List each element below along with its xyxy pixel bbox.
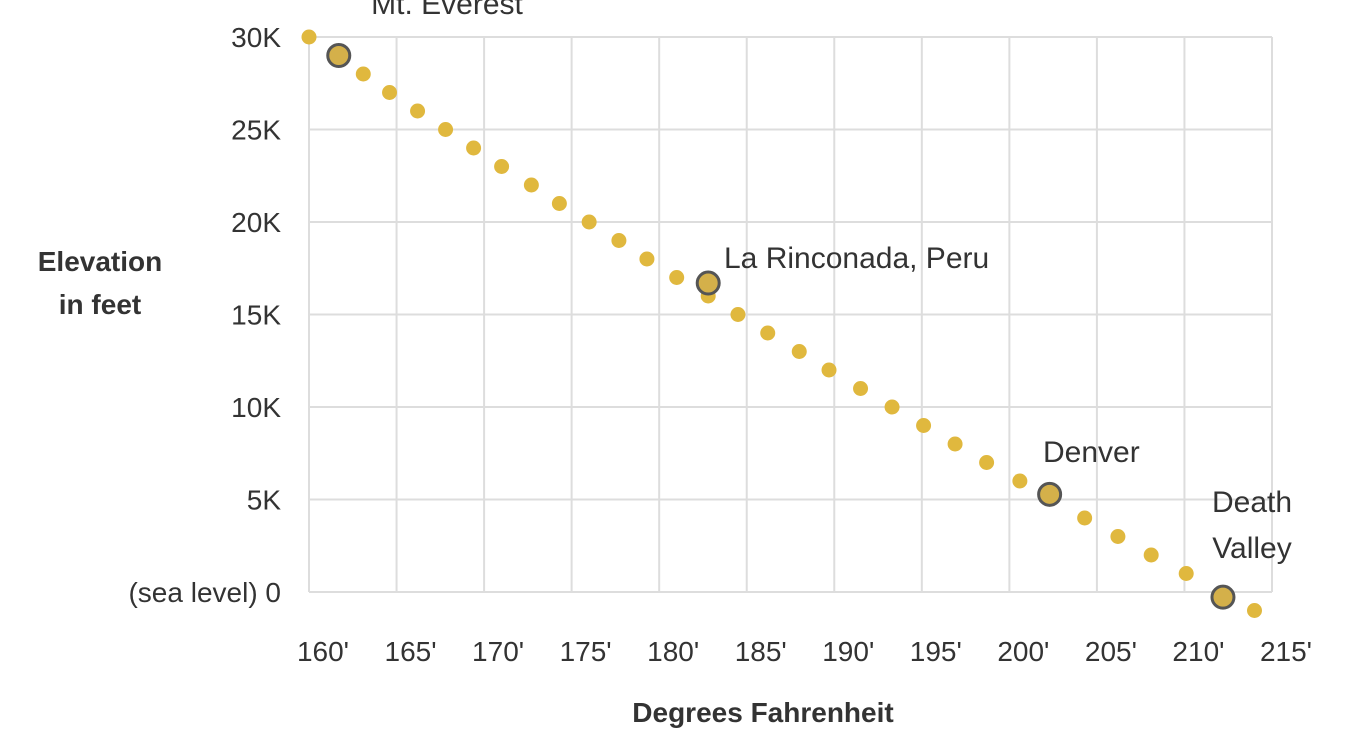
x-tick-label: 205' bbox=[1085, 636, 1137, 667]
y-tick-label: 25K bbox=[231, 115, 281, 146]
data-point bbox=[494, 159, 510, 174]
y-tick-label: 5K bbox=[247, 485, 282, 516]
data-point bbox=[979, 455, 995, 470]
grid-lines bbox=[308, 36, 1273, 593]
highlight-point bbox=[1210, 584, 1236, 610]
data-point bbox=[947, 436, 963, 452]
y-tick-label: 30K bbox=[231, 22, 281, 53]
highlight-point bbox=[695, 270, 721, 296]
y-tick-label: 10K bbox=[231, 392, 281, 423]
data-point bbox=[438, 122, 454, 137]
data-point bbox=[1178, 566, 1194, 581]
data-point bbox=[639, 251, 655, 267]
x-tick-label: 210' bbox=[1172, 636, 1224, 667]
data-point bbox=[821, 362, 837, 378]
x-tick-label: 160' bbox=[297, 636, 349, 667]
point-annotation: La Rinconada, Peru bbox=[724, 242, 989, 275]
data-point bbox=[884, 399, 900, 415]
point-annotation: Mt. Everest bbox=[371, 0, 523, 21]
data-point bbox=[581, 214, 597, 230]
x-tick-label: 165' bbox=[385, 636, 437, 667]
highlighted-points bbox=[326, 43, 1236, 610]
x-tick-label: 170' bbox=[472, 636, 524, 667]
data-point bbox=[551, 196, 567, 211]
x-tick-label: 175' bbox=[560, 636, 612, 667]
y-axis-title-line-2: in feet bbox=[59, 289, 141, 320]
point-annotation: Death bbox=[1212, 486, 1292, 519]
data-point bbox=[355, 66, 371, 82]
data-point bbox=[1012, 473, 1028, 489]
y-tick-label: 15K bbox=[231, 300, 281, 331]
data-point bbox=[410, 103, 426, 119]
y-tick-label: 20K bbox=[231, 207, 281, 238]
point-annotation: Denver bbox=[1043, 436, 1140, 469]
data-point bbox=[382, 85, 398, 100]
data-point bbox=[853, 381, 869, 396]
data-points bbox=[301, 29, 1262, 618]
data-point bbox=[1143, 547, 1159, 563]
data-point bbox=[1077, 510, 1093, 526]
x-tick-label: 200' bbox=[997, 636, 1049, 667]
x-tick-label: 180' bbox=[647, 636, 699, 667]
data-point bbox=[611, 233, 627, 248]
data-point bbox=[791, 344, 807, 359]
highlight-point bbox=[326, 43, 352, 68]
x-axis-ticks: 160' 165' 170' 175' 180' 185' 190' 195' 200' 205'… bbox=[297, 636, 1312, 667]
x-tick-label: 215' bbox=[1260, 636, 1312, 667]
data-point bbox=[466, 140, 482, 156]
highlight-point bbox=[1037, 481, 1063, 507]
y-axis-title-line-1: Elevation bbox=[38, 246, 162, 277]
point-annotation: Valley bbox=[1212, 532, 1291, 565]
data-point bbox=[760, 325, 776, 341]
x-tick-label: 185' bbox=[735, 636, 787, 667]
y-tick-label: (sea level) 0 bbox=[128, 577, 281, 608]
data-point bbox=[669, 270, 685, 285]
x-tick-label: 190' bbox=[822, 636, 874, 667]
data-point bbox=[730, 307, 746, 322]
x-tick-label: 195' bbox=[910, 636, 962, 667]
x-axis-title: Degrees Fahrenheit bbox=[632, 697, 893, 728]
data-point bbox=[301, 29, 317, 45]
data-point bbox=[1110, 529, 1126, 544]
y-axis-ticks: (sea level) 0 5K 10K 15K 20K 25K 30K bbox=[128, 22, 281, 608]
annotations: Mt. Everest La Rinconada, Peru Denver Death… bbox=[371, 0, 1292, 565]
data-point bbox=[523, 177, 539, 193]
data-point bbox=[1246, 603, 1262, 618]
data-point bbox=[916, 418, 932, 433]
